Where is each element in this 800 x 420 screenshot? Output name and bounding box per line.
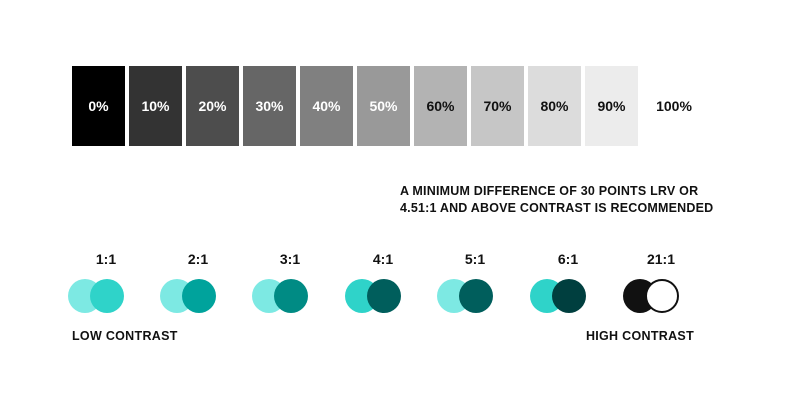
contrast-circles xyxy=(433,279,517,315)
grayscale-swatch: 90% xyxy=(585,66,638,146)
contrast-ratio-label: 1:1 xyxy=(95,251,117,267)
note-line-1: A MINIMUM DIFFERENCE OF 30 POINTS LRV OR xyxy=(400,184,699,198)
high-contrast-label: HIGH CONTRAST xyxy=(585,329,694,343)
right-color-circle xyxy=(367,279,401,313)
grayscale-swatch: 60% xyxy=(414,66,467,146)
right-color-circle xyxy=(182,279,216,313)
contrast-ratio-label: 4:1 xyxy=(372,251,394,267)
contrast-pair: 2:1 xyxy=(156,251,240,315)
contrast-pair: 4:1 xyxy=(341,251,425,315)
grayscale-swatch: 80% xyxy=(528,66,581,146)
contrast-circles xyxy=(248,279,332,315)
right-color-circle xyxy=(552,279,586,313)
grayscale-scale: 0% 10% 20% 30% 40% 50% 60% 70% 80% 90% 100% xyxy=(72,66,706,146)
grayscale-swatch: 70% xyxy=(471,66,524,146)
right-color-circle xyxy=(274,279,308,313)
right-color-circle xyxy=(90,279,124,313)
contrast-pair: 1:1 xyxy=(64,251,148,315)
contrast-ratio-label: 5:1 xyxy=(464,251,486,267)
contrast-ratio-label: 3:1 xyxy=(279,251,301,267)
contrast-ratio-label: 6:1 xyxy=(557,251,579,267)
grayscale-swatch: 10% xyxy=(129,66,182,146)
contrast-circles xyxy=(64,279,148,315)
grayscale-swatch: 40% xyxy=(300,66,353,146)
low-contrast-label: LOW CONTRAST xyxy=(72,329,178,343)
contrast-circles xyxy=(341,279,425,315)
grayscale-swatch: 100% xyxy=(642,66,706,146)
grayscale-swatch: 20% xyxy=(186,66,239,146)
contrast-pair: 21:1 xyxy=(619,251,703,315)
grayscale-swatch: 0% xyxy=(72,66,125,146)
contrast-circles xyxy=(619,279,703,315)
grayscale-swatch: 30% xyxy=(243,66,296,146)
contrast-circles xyxy=(156,279,240,315)
contrast-pair: 3:1 xyxy=(248,251,332,315)
grayscale-swatch: 50% xyxy=(357,66,410,146)
contrast-recommendation-note: A MINIMUM DIFFERENCE OF 30 POINTS LRV OR… xyxy=(400,183,713,217)
contrast-circles xyxy=(526,279,610,315)
contrast-pair: 5:1 xyxy=(433,251,517,315)
contrast-pair: 6:1 xyxy=(526,251,610,315)
note-line-2: 4.51:1 AND ABOVE CONTRAST IS RECOMMENDED xyxy=(400,201,714,215)
right-color-circle xyxy=(645,279,679,313)
contrast-ratio-label: 21:1 xyxy=(646,251,676,267)
contrast-ratio-label: 2:1 xyxy=(187,251,209,267)
right-color-circle xyxy=(459,279,493,313)
